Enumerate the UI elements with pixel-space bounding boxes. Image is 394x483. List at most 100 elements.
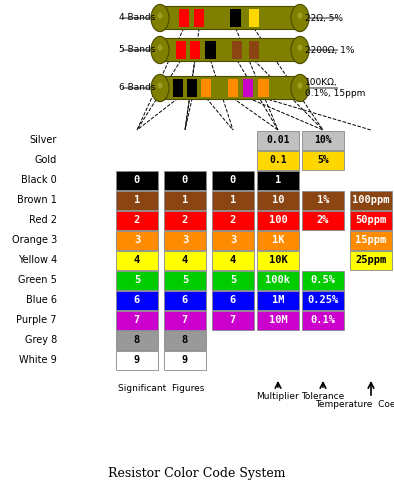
Text: 6 Bands: 6 Bands [119, 84, 155, 93]
Bar [257, 290, 299, 310]
Text: Grey 8: Grey 8 [25, 335, 57, 345]
Bar [164, 311, 206, 329]
Bar [257, 251, 299, 270]
Text: 8: 8 [182, 335, 188, 345]
Bar [116, 170, 158, 189]
Text: 10: 10 [272, 195, 284, 205]
Bar [350, 211, 392, 229]
Text: 5 Bands: 5 Bands [119, 45, 155, 55]
Text: Red 2: Red 2 [29, 215, 57, 225]
Text: Tolerance: Tolerance [301, 392, 345, 401]
Bar [228, 79, 238, 97]
Text: 0: 0 [134, 175, 140, 185]
Text: White 9: White 9 [19, 355, 57, 365]
Text: 2%: 2% [317, 215, 329, 225]
Text: 50ppm: 50ppm [355, 215, 387, 225]
Ellipse shape [158, 83, 162, 89]
Text: 7: 7 [182, 315, 188, 325]
Text: 0: 0 [182, 175, 188, 185]
Text: 10%: 10% [314, 135, 332, 145]
Ellipse shape [291, 74, 309, 101]
Text: 7: 7 [230, 315, 236, 325]
Bar [257, 270, 299, 289]
Text: 4: 4 [134, 255, 140, 265]
Text: 6: 6 [230, 295, 236, 305]
Bar [212, 290, 254, 310]
Bar [230, 9, 241, 27]
Text: 0.01: 0.01 [266, 135, 290, 145]
Bar [249, 41, 259, 59]
Text: 4: 4 [230, 255, 236, 265]
Bar [302, 270, 344, 289]
Ellipse shape [151, 74, 169, 101]
Bar [258, 79, 269, 97]
Text: 1: 1 [182, 195, 188, 205]
Text: 7: 7 [134, 315, 140, 325]
Text: 2200Ω, 1%: 2200Ω, 1% [305, 45, 355, 55]
Bar [116, 311, 158, 329]
Text: 0.1: 0.1 [269, 155, 287, 165]
Text: 0.1%: 0.1% [310, 315, 336, 325]
Text: 5: 5 [182, 275, 188, 285]
Text: 0: 0 [230, 175, 236, 185]
Bar [212, 211, 254, 229]
Ellipse shape [291, 4, 309, 31]
Bar [164, 251, 206, 270]
Bar [302, 151, 344, 170]
Text: 100ppm: 100ppm [352, 195, 390, 205]
Bar [243, 79, 253, 97]
Bar [164, 290, 206, 310]
Bar [212, 170, 254, 189]
Bar [257, 230, 299, 250]
Bar [178, 9, 189, 27]
Text: 3: 3 [182, 235, 188, 245]
Text: 25ppm: 25ppm [355, 255, 387, 265]
Bar [249, 9, 259, 27]
Bar [350, 251, 392, 270]
Bar [116, 190, 158, 210]
Text: 10M: 10M [269, 315, 287, 325]
Text: Multiplier: Multiplier [256, 392, 299, 401]
Text: 1%: 1% [317, 195, 329, 205]
Text: 6: 6 [134, 295, 140, 305]
Text: 1: 1 [134, 195, 140, 205]
Text: Gold: Gold [35, 155, 57, 165]
Bar [190, 41, 200, 59]
Bar [350, 190, 392, 210]
Bar [302, 130, 344, 150]
Ellipse shape [297, 83, 303, 89]
Text: 100: 100 [269, 215, 287, 225]
FancyBboxPatch shape [158, 39, 301, 61]
Ellipse shape [297, 13, 303, 19]
Ellipse shape [291, 36, 309, 64]
Text: Significant  Figures: Significant Figures [118, 384, 204, 393]
Text: Brown 1: Brown 1 [17, 195, 57, 205]
Bar [176, 41, 186, 59]
Bar [116, 270, 158, 289]
Text: 5: 5 [230, 275, 236, 285]
Text: 1: 1 [275, 175, 281, 185]
Bar [257, 151, 299, 170]
Ellipse shape [151, 4, 169, 31]
Bar [302, 190, 344, 210]
Text: 1K: 1K [272, 235, 284, 245]
Bar [232, 41, 242, 59]
Bar [302, 311, 344, 329]
Text: 100KΩ,
0.1%, 15ppm: 100KΩ, 0.1%, 15ppm [305, 78, 365, 98]
Text: Black 0: Black 0 [21, 175, 57, 185]
Text: 2: 2 [182, 215, 188, 225]
Bar [116, 290, 158, 310]
Bar [116, 251, 158, 270]
Bar [194, 9, 204, 27]
Bar [257, 190, 299, 210]
Text: 2: 2 [230, 215, 236, 225]
Bar [116, 330, 158, 350]
Bar [173, 79, 184, 97]
Bar [164, 330, 206, 350]
Text: Temperature  Coefficient: Temperature Coefficient [315, 400, 394, 409]
Text: 3: 3 [134, 235, 140, 245]
Text: Yellow 4: Yellow 4 [18, 255, 57, 265]
FancyBboxPatch shape [158, 76, 301, 99]
Bar [205, 41, 216, 59]
Text: Purple 7: Purple 7 [17, 315, 57, 325]
